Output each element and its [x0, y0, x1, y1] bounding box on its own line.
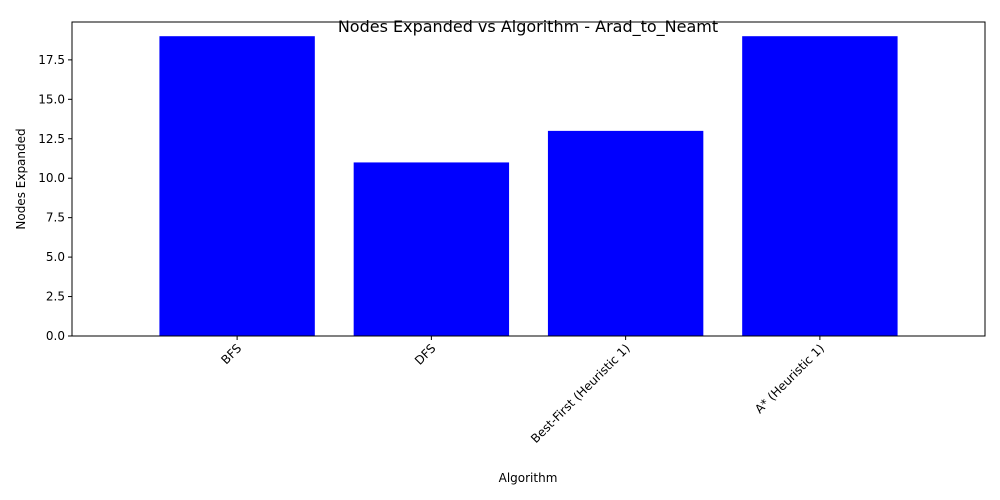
bar-2 — [548, 131, 703, 336]
y-tick-label: 5.0 — [46, 250, 65, 264]
y-axis-label: Nodes Expanded — [14, 128, 28, 229]
y-tick-label: 7.5 — [46, 211, 65, 225]
chart-title: Nodes Expanded vs Algorithm - Arad_to_Ne… — [338, 17, 718, 37]
x-axis-ticks: BFS DFS Best-First (Heuristic 1) A* (Heuris… — [218, 336, 827, 446]
y-tick-label: 10.0 — [38, 171, 65, 185]
bar-0 — [159, 36, 314, 336]
x-tick-label: Best-First (Heuristic 1) — [528, 341, 633, 446]
bar-1 — [354, 162, 509, 336]
y-tick-label: 15.0 — [38, 92, 65, 106]
bars-group — [159, 36, 897, 336]
y-axis-ticks: 0.0 2.5 5.0 7.5 10.0 12.5 15.0 17.5 — [38, 53, 72, 343]
y-tick-label: 17.5 — [38, 53, 65, 67]
y-tick-label: 12.5 — [38, 132, 65, 146]
y-tick-label: 0.0 — [46, 329, 65, 343]
x-tick-label: A* (Heuristic 1) — [752, 341, 827, 416]
x-axis-label: Algorithm — [499, 471, 558, 485]
bar-3 — [742, 36, 897, 336]
x-tick-label: DFS — [412, 341, 439, 368]
x-tick-label: BFS — [218, 341, 244, 367]
y-tick-label: 2.5 — [46, 290, 65, 304]
